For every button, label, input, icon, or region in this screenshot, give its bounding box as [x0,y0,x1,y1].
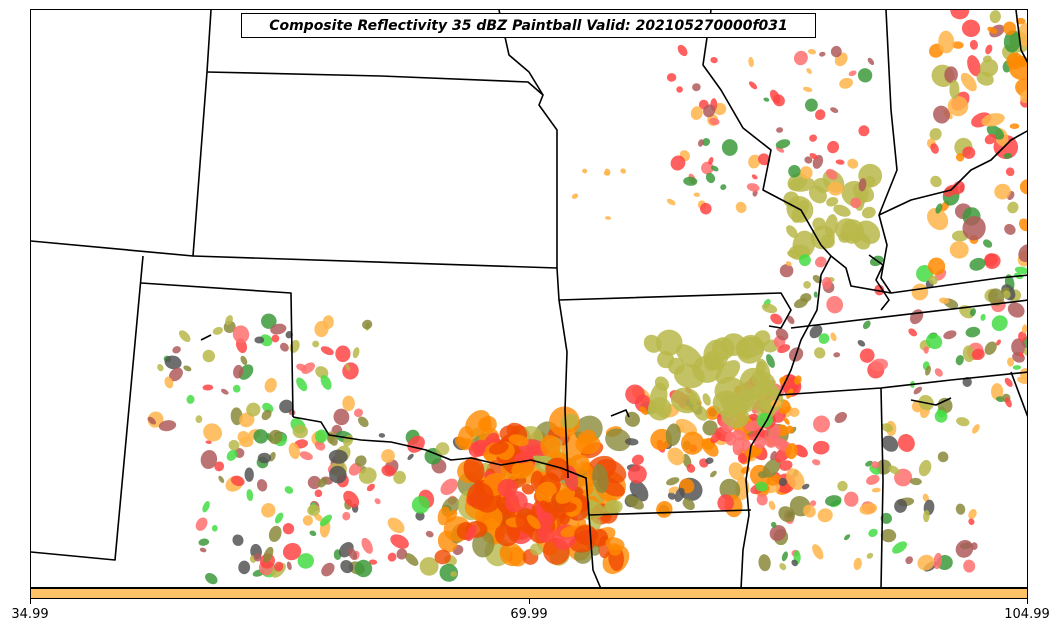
colorbar-label-min: 34.99 [11,607,49,622]
colorbar-label-max: 104.99 [1004,607,1050,622]
colorbar-tick-min [30,599,31,604]
colorbar-tick-max [1027,599,1028,604]
colorbar [30,588,1028,599]
map-panel [30,9,1028,588]
colorbar-label-mid: 69.99 [510,607,548,622]
map-title: Composite Reflectivity 35 dBZ Paintball … [241,13,816,38]
reflectivity-map [31,10,1027,587]
state-borders [31,10,1027,587]
colorbar-tick-mid [529,599,530,604]
paintball-echoes [147,10,1027,585]
